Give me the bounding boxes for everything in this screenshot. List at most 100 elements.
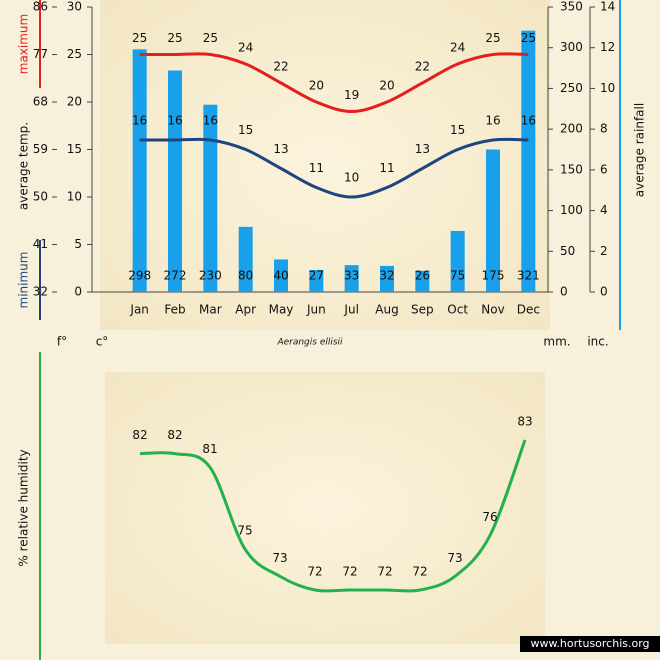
data-label: 11 bbox=[309, 161, 324, 175]
data-label: 19 bbox=[344, 88, 359, 102]
data-label: 25 bbox=[203, 31, 218, 45]
tick-label: 68 bbox=[33, 95, 48, 109]
bar bbox=[344, 265, 359, 292]
data-label: 20 bbox=[379, 79, 394, 93]
data-label: 82 bbox=[167, 428, 182, 442]
tick-label: 15 bbox=[67, 142, 82, 156]
data-label: 73 bbox=[272, 551, 287, 565]
data-label: 272 bbox=[164, 269, 187, 283]
bar bbox=[380, 265, 394, 292]
data-label: 26 bbox=[415, 269, 430, 283]
data-label: 76 bbox=[482, 510, 497, 524]
data-label: 33 bbox=[344, 269, 359, 283]
tick-label: 41 bbox=[33, 237, 48, 251]
tick-label: 77 bbox=[33, 47, 48, 61]
humidity-background bbox=[105, 372, 545, 644]
x-tick-label: May bbox=[269, 303, 294, 317]
watermark-bg bbox=[520, 636, 660, 652]
data-label: 16 bbox=[132, 114, 147, 128]
x-tick-label: Feb bbox=[164, 303, 185, 317]
bar bbox=[274, 259, 288, 292]
tick-label: 200 bbox=[560, 122, 583, 136]
f-unit: f° bbox=[57, 335, 67, 349]
tick-label: 150 bbox=[560, 162, 583, 176]
data-label: 16 bbox=[167, 114, 182, 128]
humidity-label: % relative humidity bbox=[17, 449, 31, 566]
tick-label: 32 bbox=[33, 285, 48, 299]
legend-min: minimum bbox=[17, 252, 31, 309]
tick-label: 10 bbox=[600, 81, 615, 95]
data-label: 73 bbox=[447, 551, 462, 565]
in-unit: inc. bbox=[587, 335, 608, 349]
y-axis-label: average temp. bbox=[17, 122, 31, 210]
data-label: 25 bbox=[167, 31, 182, 45]
data-label: 22 bbox=[273, 60, 288, 74]
data-label: 11 bbox=[379, 161, 394, 175]
data-label: 75 bbox=[237, 524, 252, 538]
line bbox=[139, 52, 529, 114]
data-label: 83 bbox=[517, 415, 532, 429]
tick-label: 2 bbox=[600, 244, 608, 258]
tick-label: 0 bbox=[74, 285, 82, 299]
bar bbox=[132, 49, 147, 292]
data-label: 25 bbox=[132, 31, 147, 45]
data-label: 72 bbox=[307, 565, 322, 579]
tick-label: 350 bbox=[560, 0, 583, 14]
data-label: 72 bbox=[377, 565, 392, 579]
tick-label: 20 bbox=[67, 95, 82, 109]
data-label: 15 bbox=[450, 123, 465, 137]
data-label: 16 bbox=[203, 114, 218, 128]
x-tick-label: Oct bbox=[447, 303, 468, 317]
tick-label: 100 bbox=[560, 203, 583, 217]
data-label: 13 bbox=[415, 142, 430, 156]
data-label: 82 bbox=[132, 428, 147, 442]
data-label: 230 bbox=[199, 269, 222, 283]
data-label: 75 bbox=[450, 269, 465, 283]
tick-label: 12 bbox=[600, 40, 615, 54]
tick-label: 4 bbox=[600, 203, 608, 217]
x-tick-label: Sep bbox=[411, 303, 434, 317]
bar bbox=[203, 104, 218, 292]
x-tick-label: Apr bbox=[235, 303, 256, 317]
data-label: 13 bbox=[273, 142, 288, 156]
data-label: 321 bbox=[517, 269, 540, 283]
x-tick-label: Dec bbox=[517, 303, 540, 317]
data-label: 81 bbox=[202, 442, 217, 456]
watermark: www.hortusorchis.org bbox=[530, 637, 649, 650]
data-label: 20 bbox=[309, 79, 324, 93]
data-label: 80 bbox=[238, 269, 253, 283]
x-tick-label: Jun bbox=[306, 303, 326, 317]
y2-axis-label: average rainfall bbox=[633, 103, 647, 197]
c-unit: c° bbox=[96, 335, 109, 349]
data-label: 10 bbox=[344, 171, 359, 185]
tick-label: 10 bbox=[67, 190, 82, 204]
line bbox=[139, 137, 529, 199]
data-label: 298 bbox=[128, 269, 151, 283]
line bbox=[139, 439, 527, 593]
x-tick-label: Nov bbox=[481, 303, 504, 317]
bar bbox=[486, 149, 500, 292]
x-tick-label: Jul bbox=[343, 303, 358, 317]
subtitle: Aerangis ellisii bbox=[276, 338, 343, 348]
data-label: 32 bbox=[379, 269, 394, 283]
data-label: 22 bbox=[415, 60, 430, 74]
mm-unit: mm. bbox=[543, 335, 570, 349]
bar bbox=[450, 230, 465, 292]
tick-label: 250 bbox=[560, 81, 583, 95]
data-label: 25 bbox=[521, 31, 536, 45]
tick-label: 8 bbox=[600, 122, 608, 136]
x-tick-label: Aug bbox=[375, 303, 398, 317]
x-tick-label: Jan bbox=[129, 303, 149, 317]
bar bbox=[521, 30, 536, 292]
data-label: 27 bbox=[309, 269, 324, 283]
data-label: 72 bbox=[342, 565, 357, 579]
tick-label: 0 bbox=[560, 285, 568, 299]
tick-label: 14 bbox=[600, 0, 615, 14]
tick-label: 50 bbox=[560, 244, 575, 258]
data-label: 24 bbox=[238, 41, 253, 55]
tick-label: 0 bbox=[600, 285, 608, 299]
tick-label: 86 bbox=[33, 0, 48, 14]
tick-label: 6 bbox=[600, 162, 608, 176]
legend-max: maximum bbox=[17, 14, 31, 74]
